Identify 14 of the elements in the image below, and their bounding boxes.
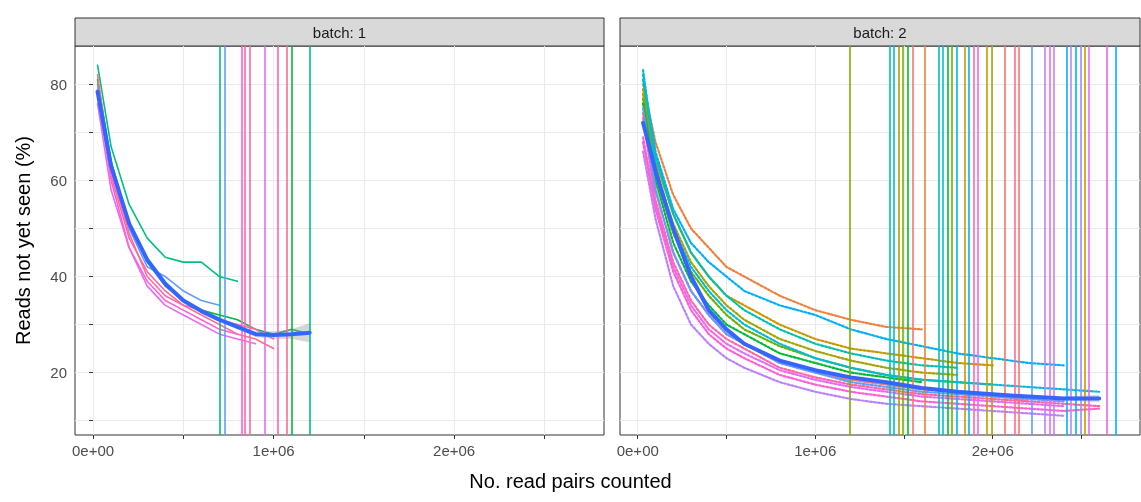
x-tick-label: 0e+00 [616,442,659,459]
x-tick-label: 2e+06 [433,442,476,459]
y-tick-label: 80 [50,75,67,93]
x-axis-title: No. read pairs counted [468,470,673,493]
x-tick-label: 2e+06 [971,442,1014,459]
x-tick-label: 1e+06 [252,442,295,459]
x-tick-label: 0e+00 [71,442,115,459]
chart-title: batch: 2 [853,23,907,41]
y-axis-title: Reads not yet seen (%) [12,136,34,345]
y-tick-label: 60 [50,171,67,189]
chart-title: batch: 1 [312,23,367,41]
y-tick-label: 20 [50,364,67,382]
y-tick-label: 40 [50,268,67,286]
x-tick-label: 1e+06 [794,442,837,459]
